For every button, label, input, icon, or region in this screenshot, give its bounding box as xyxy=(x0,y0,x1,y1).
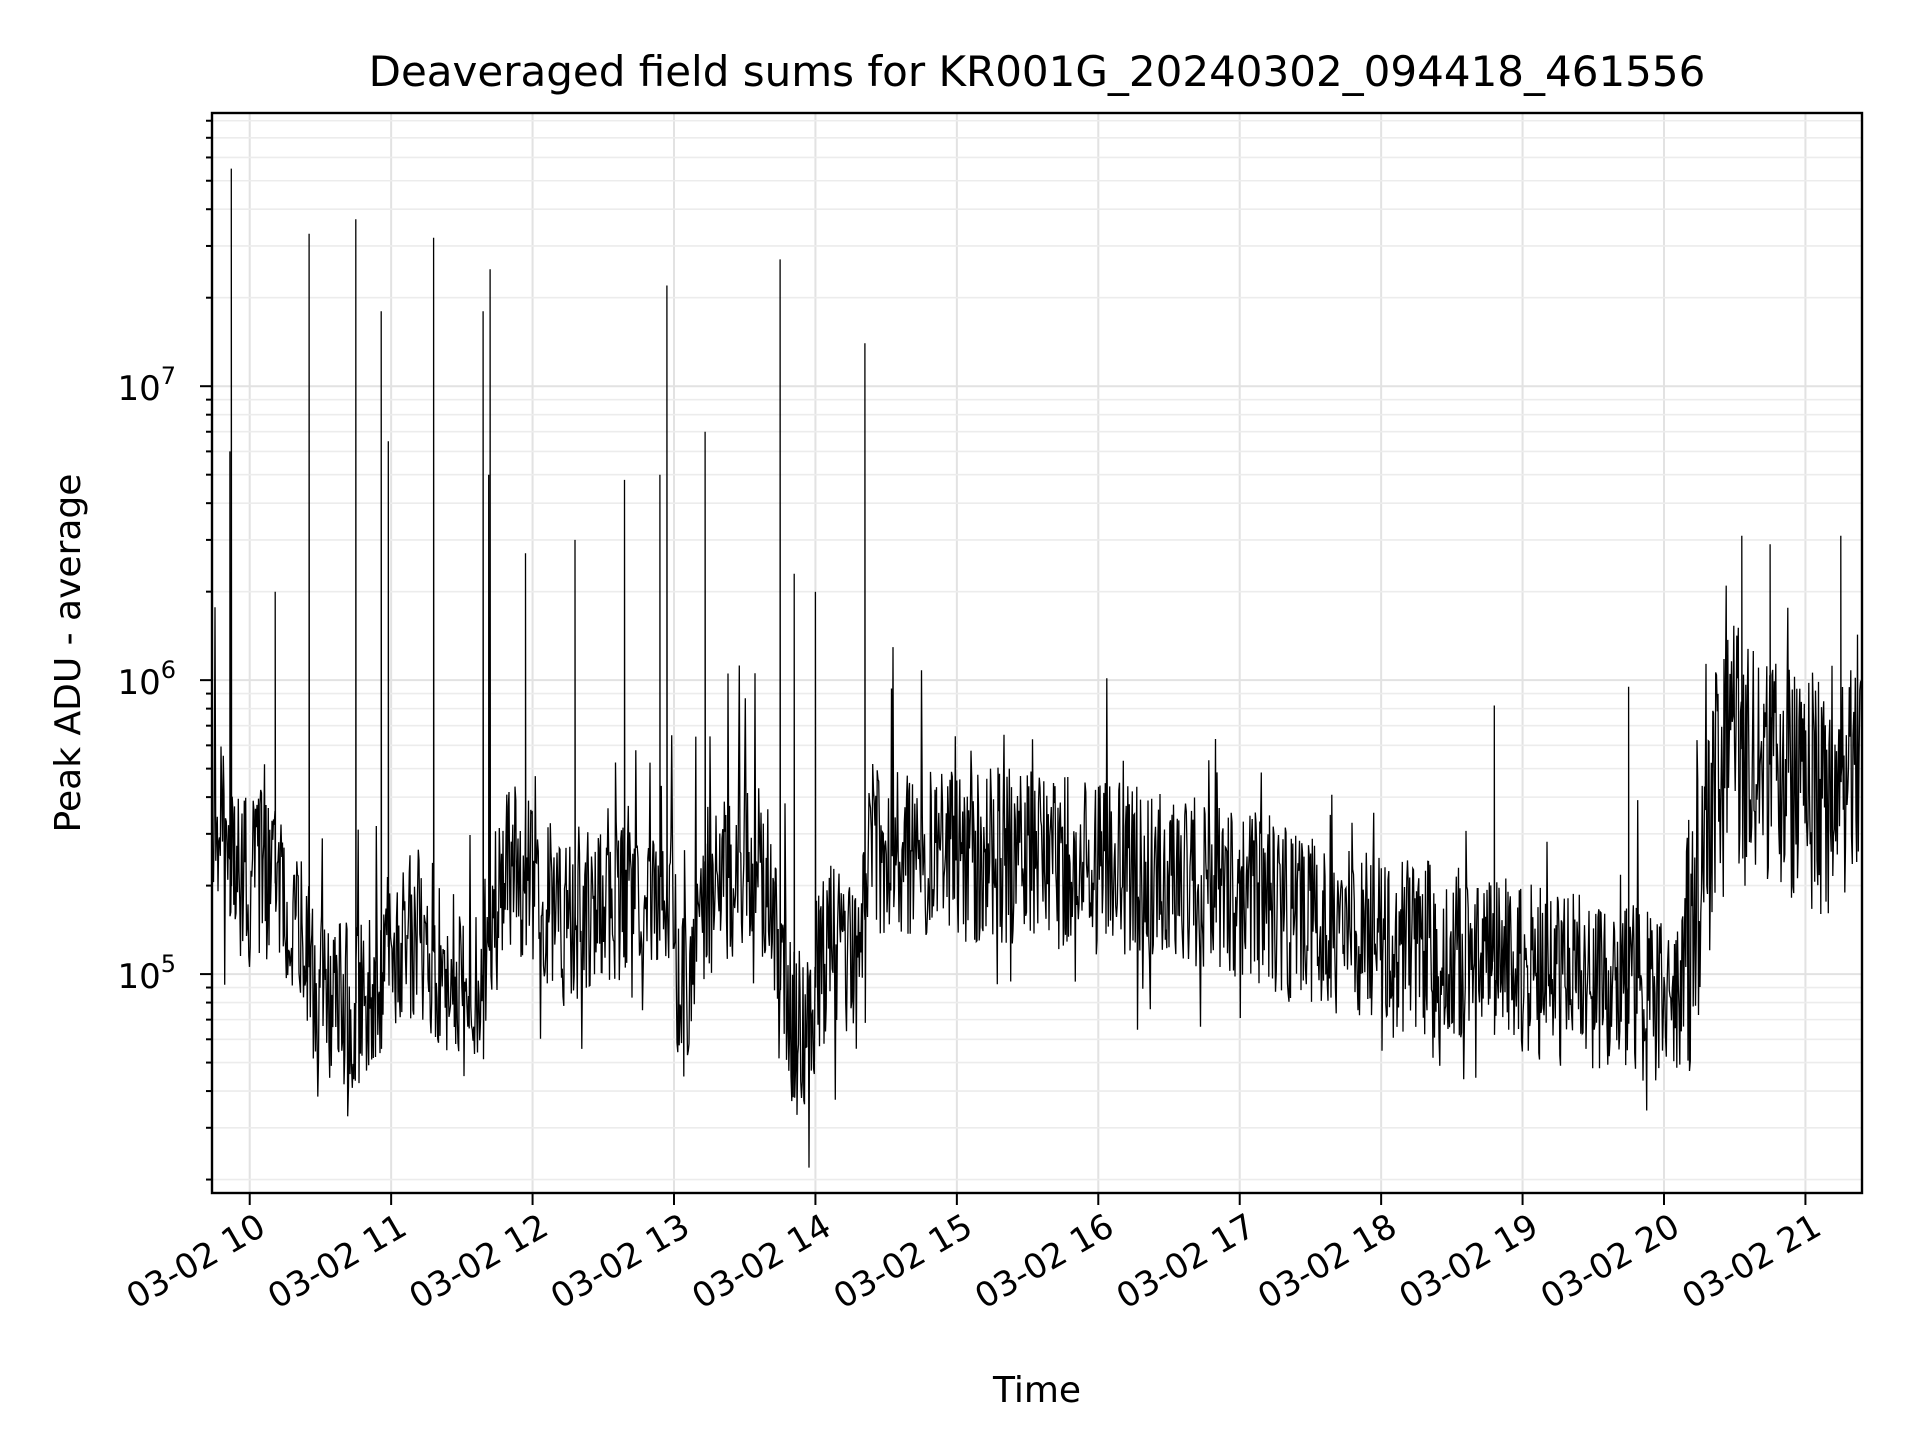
plot-frame xyxy=(210,111,1864,1195)
y-tick-label: 105 xyxy=(117,950,176,997)
x-axis-label: Time xyxy=(992,1370,1081,1411)
y-tick-label: 106 xyxy=(117,656,176,703)
chart-title: Deaveraged field sums for KR001G_2024030… xyxy=(369,47,1706,96)
y-axis: 105 106 107 xyxy=(117,119,212,1181)
series-layer xyxy=(211,168,1863,1168)
y-axis-label: Peak ADU - average xyxy=(48,474,89,833)
series-line xyxy=(211,168,1863,1168)
y-tick-label: 107 xyxy=(117,362,176,409)
plot-area xyxy=(212,113,1862,1193)
